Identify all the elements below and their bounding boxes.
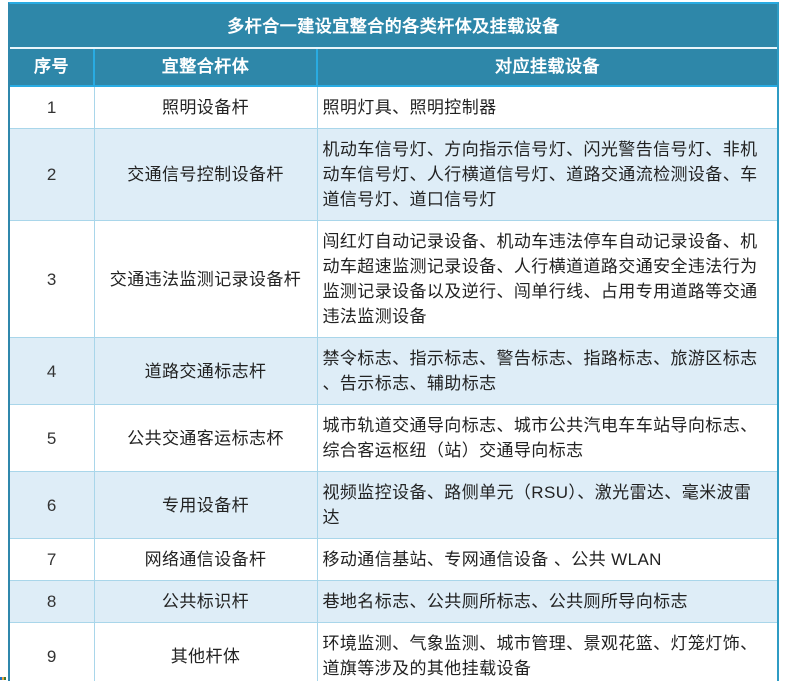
mounted-devices-cell: 禁令标志、指示标志、警告标志、指路标志、旅游区标志、告示标志、辅助标志 xyxy=(316,337,777,405)
artifact-pixel xyxy=(0,677,2,680)
pole-type-cell: 照明设备杆 xyxy=(93,86,317,129)
row-index-cell: 2 xyxy=(10,128,94,221)
header-row: 序号 宜整合杆体 对应挂载设备 xyxy=(10,49,777,87)
table-row: 6 专用设备杆 视频监控设备、路侧单元（RSU）、激光雷达、毫米波雷达 xyxy=(10,471,777,539)
corner-pixel-artifact xyxy=(0,677,6,680)
pole-type-cell: 其他杆体 xyxy=(93,622,317,681)
table-row: 7 网络通信设备杆 移动通信基站、专网通信设备 、公共 WLAN xyxy=(10,538,777,581)
pole-integration-table: 多杆合一建设宜整合的各类杆体及挂载设备 序号 宜整合杆体 对应挂载设备 1 照明… xyxy=(8,2,779,681)
row-index-cell: 3 xyxy=(10,220,94,338)
mounted-devices-cell: 照明灯具、照明控制器 xyxy=(316,86,777,129)
pole-type-cell: 专用设备杆 xyxy=(93,471,317,539)
column-header-index: 序号 xyxy=(10,49,94,87)
artifact-pixel xyxy=(2,677,4,680)
row-index-cell: 7 xyxy=(10,538,94,581)
mounted-devices-cell: 机动车信号灯、方向指示信号灯、闪光警告信号灯、非机动车信号灯、人行横道信号灯、道… xyxy=(316,128,777,221)
table-row: 5 公共交通客运标志杯 城市轨道交通导向标志、城市公共汽电车车站导向标志、综合客… xyxy=(10,404,777,472)
artifact-pixel xyxy=(4,677,6,680)
table-body: 1 照明设备杆 照明灯具、照明控制器 2 交通信号控制设备杆 机动车信号灯、方向… xyxy=(10,86,777,681)
pole-type-cell: 网络通信设备杆 xyxy=(93,538,317,581)
table-title: 多杆合一建设宜整合的各类杆体及挂载设备 xyxy=(10,4,777,49)
pole-type-cell: 交通违法监测记录设备杆 xyxy=(93,220,317,338)
mounted-devices-cell: 环境监测、气象监测、城市管理、景观花篮、灯笼灯饰、道旗等涉及的其他挂载设备 xyxy=(316,622,777,681)
table-row: 4 道路交通标志杆 禁令标志、指示标志、警告标志、指路标志、旅游区标志、告示标志… xyxy=(10,337,777,405)
table-row: 2 交通信号控制设备杆 机动车信号灯、方向指示信号灯、闪光警告信号灯、非机动车信… xyxy=(10,128,777,221)
table-row: 9 其他杆体 环境监测、气象监测、城市管理、景观花篮、灯笼灯饰、道旗等涉及的其他… xyxy=(10,622,777,681)
mounted-devices-cell: 视频监控设备、路侧单元（RSU）、激光雷达、毫米波雷达 xyxy=(316,471,777,539)
pole-type-cell: 道路交通标志杆 xyxy=(93,337,317,405)
data-table: 序号 宜整合杆体 对应挂载设备 1 照明设备杆 照明灯具、照明控制器 2 交通信… xyxy=(10,49,777,681)
column-header-mounted-devices: 对应挂载设备 xyxy=(316,49,777,87)
mounted-devices-cell: 闯红灯自动记录设备、机动车违法停车自动记录设备、机动车超速监测记录设备、人行横道… xyxy=(316,220,777,338)
row-index-cell: 5 xyxy=(10,404,94,472)
table-row: 1 照明设备杆 照明灯具、照明控制器 xyxy=(10,86,777,129)
pole-type-cell: 公共标识杆 xyxy=(93,580,317,623)
row-index-cell: 4 xyxy=(10,337,94,405)
row-index-cell: 6 xyxy=(10,471,94,539)
mounted-devices-cell: 移动通信基站、专网通信设备 、公共 WLAN xyxy=(316,538,777,581)
column-header-pole-type: 宜整合杆体 xyxy=(93,49,317,87)
row-index-cell: 9 xyxy=(10,622,94,681)
table-row: 8 公共标识杆 巷地名标志、公共厕所标志、公共厕所导向标志 xyxy=(10,580,777,623)
mounted-devices-cell: 巷地名标志、公共厕所标志、公共厕所导向标志 xyxy=(316,580,777,623)
row-index-cell: 1 xyxy=(10,86,94,129)
mounted-devices-cell: 城市轨道交通导向标志、城市公共汽电车车站导向标志、综合客运枢纽（站）交通导向标志 xyxy=(316,404,777,472)
table-row: 3 交通违法监测记录设备杆 闯红灯自动记录设备、机动车违法停车自动记录设备、机动… xyxy=(10,220,777,338)
row-index-cell: 8 xyxy=(10,580,94,623)
pole-type-cell: 交通信号控制设备杆 xyxy=(93,128,317,221)
pole-type-cell: 公共交通客运标志杯 xyxy=(93,404,317,472)
